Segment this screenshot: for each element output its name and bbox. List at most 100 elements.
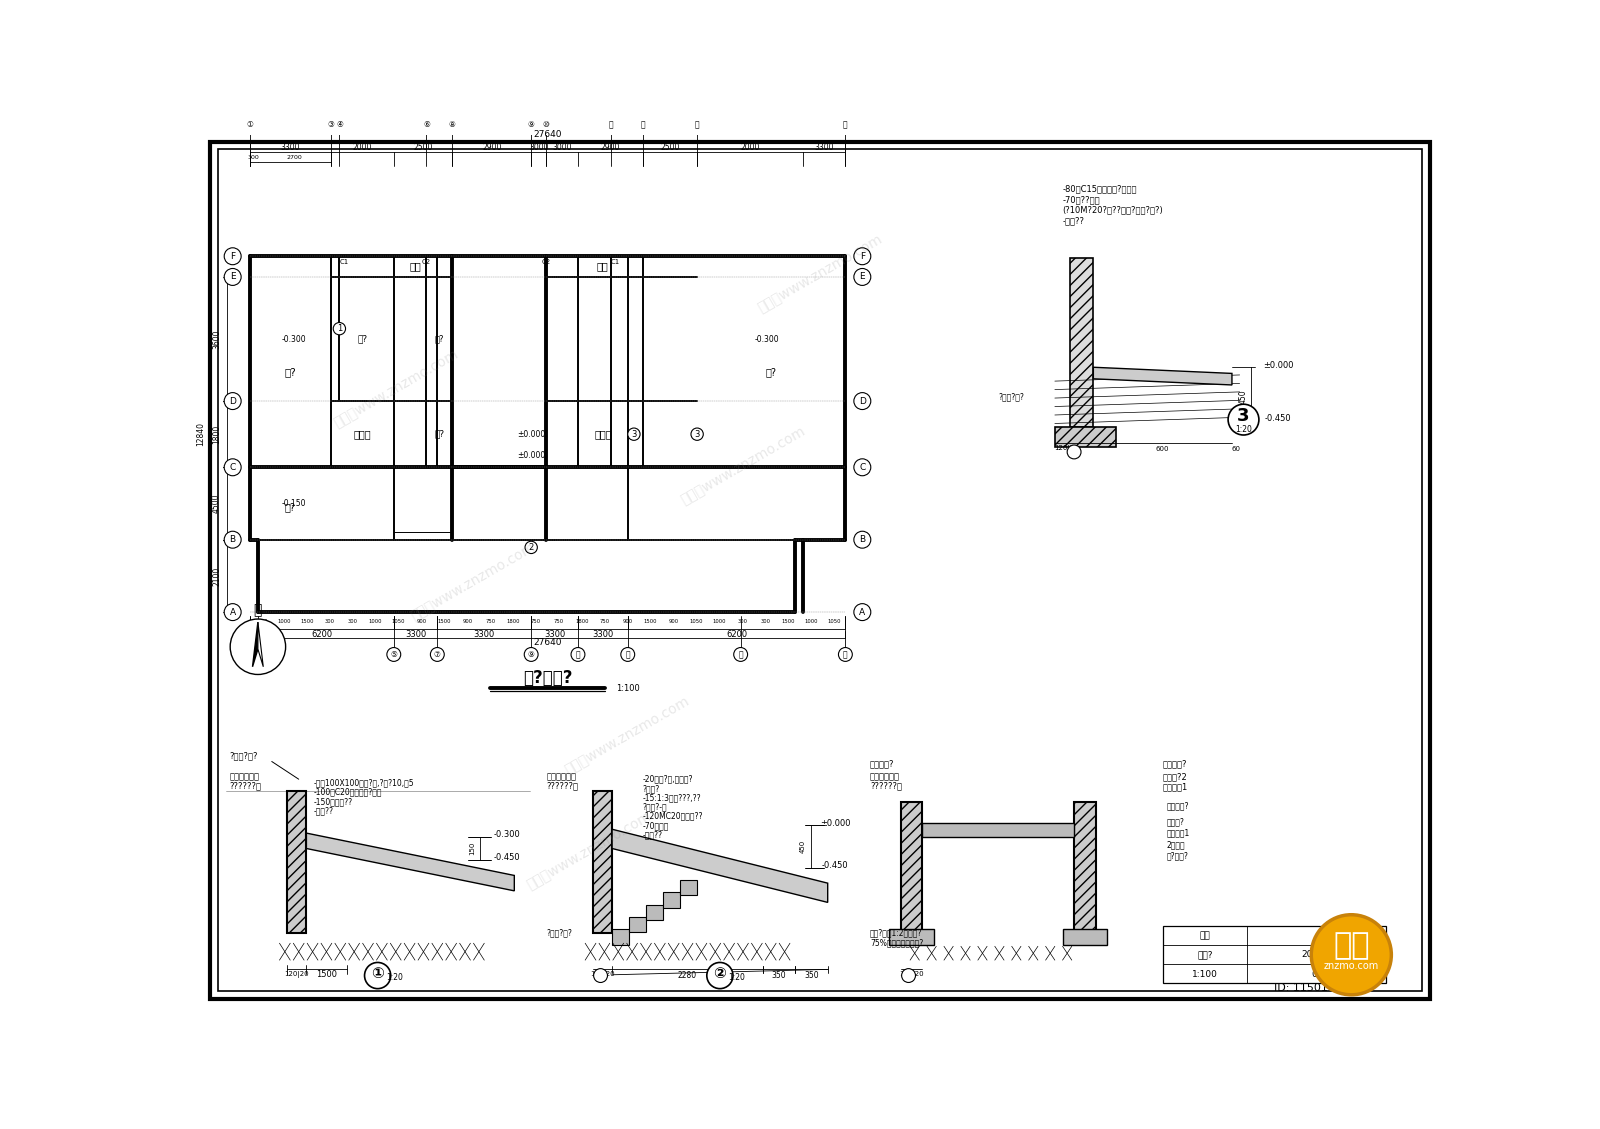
Text: ±0.000: ±0.000 [517, 452, 546, 461]
Text: 知末网www.znzmo.com: 知末网www.znzmo.com [563, 694, 693, 777]
Text: 900: 900 [669, 619, 678, 624]
Text: 3300: 3300 [405, 630, 426, 639]
Text: 1500: 1500 [643, 619, 658, 624]
Text: 3000: 3000 [552, 143, 571, 152]
Text: 27640: 27640 [533, 638, 562, 647]
Text: E: E [230, 272, 235, 281]
Text: 1800: 1800 [574, 619, 589, 624]
Bar [646, 904, 662, 920]
Circle shape [635, 117, 650, 132]
Text: ⑮: ⑮ [694, 120, 699, 129]
Bar [680, 881, 698, 895]
Text: D: D [229, 396, 237, 405]
Text: C2: C2 [541, 260, 550, 265]
Bar [613, 929, 629, 945]
Bar [1054, 427, 1117, 447]
Text: ②: ② [254, 650, 261, 659]
Text: 水平防潮?: 水平防潮? [870, 760, 894, 769]
Polygon shape [1093, 367, 1232, 385]
Circle shape [690, 117, 704, 132]
Text: ?青砂?砾?: ?青砂?砾? [229, 752, 258, 761]
Text: F: F [859, 252, 866, 261]
Text: 3300: 3300 [544, 630, 565, 639]
Text: 知末网www.znzmo.com: 知末网www.znzmo.com [408, 540, 538, 623]
Text: ±0.000: ±0.000 [517, 430, 546, 439]
Circle shape [419, 117, 434, 132]
Circle shape [251, 648, 264, 662]
Circle shape [224, 247, 242, 264]
Text: 1:20: 1:20 [386, 972, 403, 981]
Text: 27640: 27640 [533, 130, 562, 139]
Circle shape [430, 648, 445, 662]
Text: 1800: 1800 [506, 619, 520, 624]
Circle shape [525, 117, 538, 132]
Text: 客?: 客? [285, 367, 296, 377]
Text: 施工?: 施工? [1197, 951, 1213, 960]
Text: 室内地?2: 室内地?2 [1163, 772, 1187, 781]
Text: ID: 1150176980: ID: 1150176980 [1274, 983, 1363, 992]
Text: 3: 3 [694, 430, 699, 439]
Text: 3000: 3000 [530, 143, 549, 152]
Text: 客?: 客? [766, 367, 776, 377]
Text: C: C [229, 463, 235, 472]
Text: 北: 北 [254, 603, 262, 616]
Text: (?10M?20?伸??并用?青砂?砾?): (?10M?20?伸??并用?青砂?砾?) [1062, 205, 1163, 215]
Polygon shape [258, 622, 264, 667]
Text: 02: 02 [1310, 970, 1322, 979]
Text: 120|20: 120|20 [1054, 445, 1078, 453]
Text: -15:1:3水砂???,??: -15:1:3水砂???,?? [643, 794, 701, 803]
Text: 750: 750 [554, 619, 565, 624]
Text: 3: 3 [632, 430, 637, 439]
Text: -0.450: -0.450 [1266, 413, 1291, 422]
Text: 2000: 2000 [741, 143, 760, 152]
Text: -加做100X100防滑?砖,?槽?10,第5: -加做100X100防滑?砖,?槽?10,第5 [314, 779, 414, 788]
Text: ②: ② [714, 965, 726, 981]
Text: 300: 300 [325, 619, 334, 624]
Text: -70厚碎石: -70厚碎石 [643, 821, 669, 830]
Text: 3: 3 [1237, 406, 1250, 425]
Text: ±0.000: ±0.000 [821, 819, 851, 828]
Text: ⑥: ⑥ [422, 120, 430, 129]
Text: ①: ① [246, 120, 253, 129]
Text: 2000: 2000 [354, 143, 373, 152]
Text: ①: ① [371, 965, 384, 981]
Text: 300: 300 [760, 619, 770, 624]
Text: -素土??: -素土?? [643, 830, 662, 839]
Text: -70厚??砖石: -70厚??砖石 [1062, 195, 1101, 204]
Text: 3300: 3300 [280, 143, 301, 152]
Text: 750: 750 [531, 619, 541, 624]
Text: 450: 450 [800, 840, 805, 854]
Text: 知末网www.znzmo.com: 知末网www.znzmo.com [331, 348, 461, 430]
Text: B: B [859, 535, 866, 544]
Text: 2900: 2900 [600, 143, 621, 152]
Text: ??????明: ??????明 [870, 781, 902, 790]
Text: -120MC20混凝土??: -120MC20混凝土?? [643, 812, 704, 821]
Text: 知末网www.znzmo.com: 知末网www.znzmo.com [525, 809, 654, 892]
Text: 1500: 1500 [301, 619, 314, 624]
Text: 900: 900 [462, 619, 472, 624]
Text: 各部防?: 各部防? [1166, 817, 1184, 826]
Text: 室内地坪1: 室内地坪1 [1166, 829, 1190, 838]
Text: 室内地面做法: 室内地面做法 [870, 772, 901, 781]
Text: -20厚花?无,屋木泥?: -20厚花?无,屋木泥? [643, 774, 693, 784]
Text: -0.450: -0.450 [493, 854, 520, 863]
Text: D: D [859, 396, 866, 405]
Text: 2500: 2500 [661, 143, 680, 152]
Text: -0.450: -0.450 [822, 861, 848, 870]
Text: -80厚C15混凝土垫?振床平: -80厚C15混凝土垫?振床平 [1062, 184, 1138, 193]
Text: ?水砂?: ?水砂? [643, 784, 661, 793]
Polygon shape [253, 622, 258, 667]
Text: 室内地面做法: 室内地面做法 [547, 772, 576, 781]
Circle shape [594, 969, 608, 982]
Bar [1070, 257, 1093, 427]
Text: C2: C2 [422, 260, 430, 265]
Text: -0.300: -0.300 [755, 334, 779, 343]
Text: C: C [859, 463, 866, 472]
Bar [890, 929, 934, 945]
Text: 900: 900 [416, 619, 427, 624]
Text: 客?: 客? [285, 502, 296, 513]
Text: -100厚C20混凝土垫?随抹: -100厚C20混凝土垫?随抹 [314, 788, 382, 797]
Text: ?青砂?砾?: ?青砂?砾? [998, 392, 1024, 401]
Circle shape [571, 648, 586, 662]
Text: znzmo.com: znzmo.com [1323, 961, 1379, 971]
